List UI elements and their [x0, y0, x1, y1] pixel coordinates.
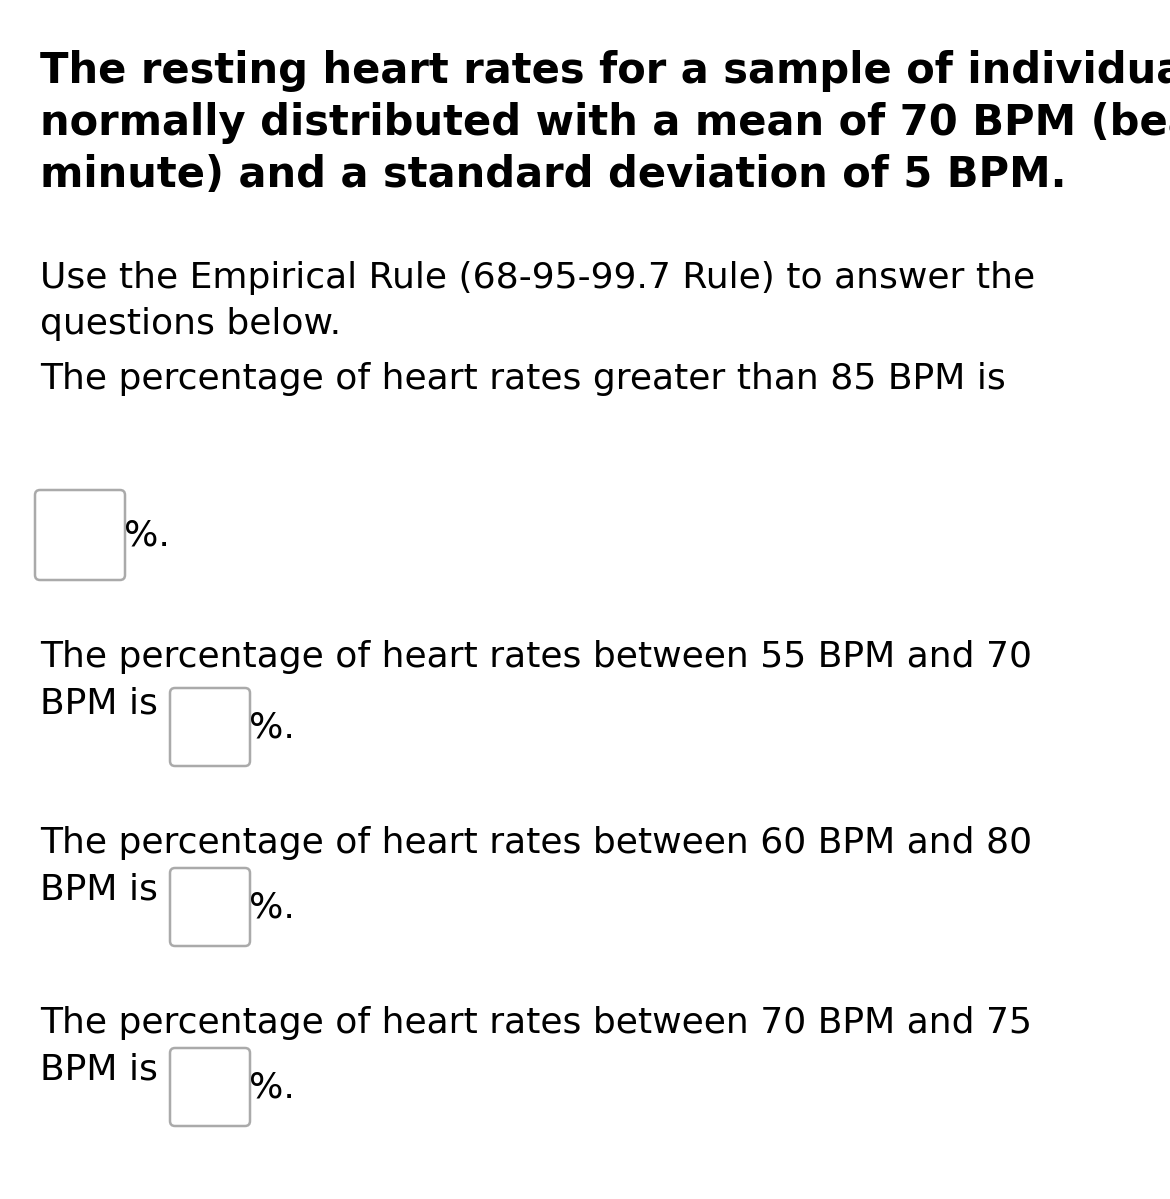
Text: BPM is: BPM is	[40, 872, 158, 906]
Text: %.: %.	[124, 518, 170, 552]
Text: %.: %.	[249, 890, 295, 924]
Text: questions below.: questions below.	[40, 307, 342, 341]
Text: The percentage of heart rates between 70 BPM and 75: The percentage of heart rates between 70…	[40, 1006, 1032, 1040]
Text: BPM is: BPM is	[40, 686, 158, 721]
Text: %.: %.	[249, 1070, 295, 1104]
FancyBboxPatch shape	[35, 490, 125, 580]
Text: minute) and a standard deviation of 5 BPM.: minute) and a standard deviation of 5 BP…	[40, 153, 1067, 195]
Text: Use the Empirical Rule (68-95-99.7 Rule) to answer the: Use the Empirical Rule (68-95-99.7 Rule)…	[40, 261, 1035, 295]
Text: The percentage of heart rates between 60 BPM and 80: The percentage of heart rates between 60…	[40, 826, 1032, 860]
FancyBboxPatch shape	[170, 1048, 250, 1126]
Text: %.: %.	[249, 710, 295, 745]
FancyBboxPatch shape	[170, 868, 250, 946]
Text: The percentage of heart rates greater than 85 BPM is: The percentage of heart rates greater th…	[40, 362, 1006, 396]
FancyBboxPatch shape	[170, 688, 250, 766]
Text: The resting heart rates for a sample of individuals are: The resting heart rates for a sample of …	[40, 50, 1170, 92]
Text: The percentage of heart rates between 55 BPM and 70: The percentage of heart rates between 55…	[40, 640, 1032, 674]
Text: normally distributed with a mean of 70 BPM (beats per: normally distributed with a mean of 70 B…	[40, 102, 1170, 144]
Text: BPM is: BPM is	[40, 1052, 158, 1086]
